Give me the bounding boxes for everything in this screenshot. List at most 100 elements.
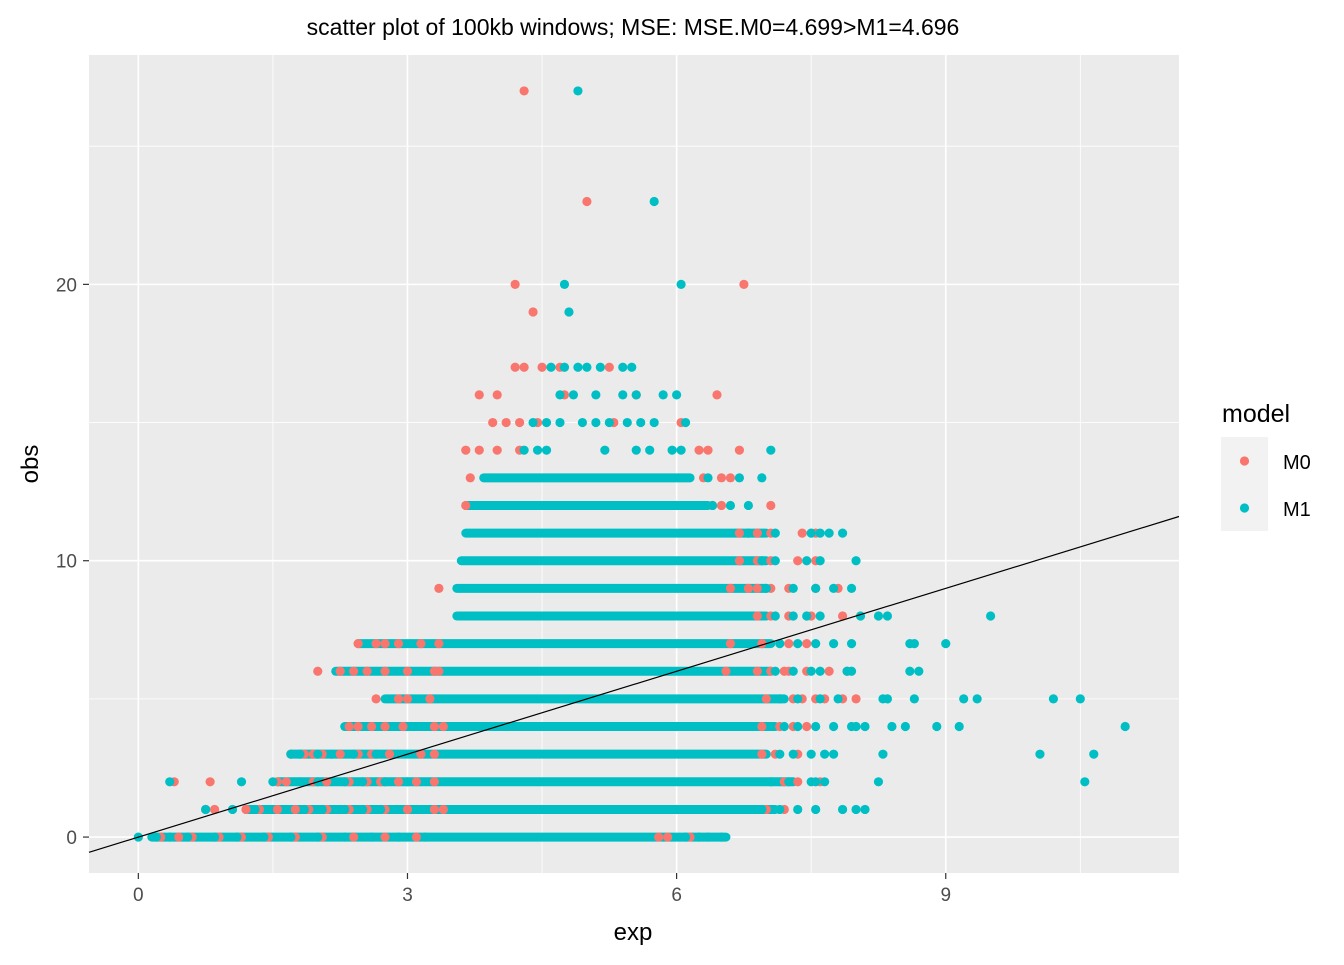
legend-key-m1: [1239, 503, 1250, 513]
data-point-m1: [793, 639, 803, 649]
data-point-m1: [649, 417, 659, 428]
data-point-m0: [313, 666, 323, 676]
data-point-m1: [716, 832, 727, 842]
data-point-m1: [757, 804, 767, 815]
data-point-m0: [761, 694, 771, 704]
data-point-m0: [739, 279, 749, 289]
data-point-m1: [618, 390, 628, 400]
x-axis: 0 3 6 9: [133, 873, 951, 906]
data-point-m0: [604, 362, 614, 372]
data-point-m0: [380, 832, 390, 842]
data-point-m0: [416, 639, 426, 649]
data-point-m0: [492, 390, 502, 400]
data-point-m0: [366, 721, 377, 732]
data-point-m0: [515, 417, 525, 428]
data-point-m1: [806, 666, 816, 676]
data-point-m1: [577, 417, 588, 428]
data-point-m0: [766, 500, 776, 511]
data-point-m0: [797, 528, 807, 538]
data-point-m1: [680, 832, 691, 842]
data-point-m1: [846, 666, 857, 676]
data-point-m1: [815, 694, 825, 704]
data-point-m1: [851, 804, 861, 815]
data-point-m1: [541, 445, 552, 455]
series-m1: [133, 86, 1130, 842]
data-point-m1: [851, 556, 861, 566]
data-point-m1: [815, 666, 825, 676]
data-point-m1: [770, 666, 780, 676]
data-point-m1: [743, 500, 753, 511]
data-point-m0: [537, 362, 547, 372]
data-point-m1: [326, 749, 336, 759]
data-point-m1: [151, 832, 161, 842]
data-point-m1: [380, 777, 390, 787]
data-point-m1: [793, 804, 803, 815]
data-point-m1: [986, 611, 996, 621]
data-point-m1: [837, 528, 848, 538]
data-point-m0: [734, 528, 745, 538]
data-point-m0: [837, 611, 848, 621]
data-point-m0: [519, 362, 529, 372]
data-point-m1: [340, 804, 350, 815]
data-point-m1: [802, 556, 812, 566]
y-axis: 0 10 20: [56, 275, 89, 849]
data-point-m1: [600, 445, 610, 455]
data-point-m0: [380, 666, 390, 676]
y-tick-label: 10: [56, 552, 77, 573]
data-point-m1: [559, 279, 570, 289]
data-point-m1: [793, 721, 803, 732]
data-point-m1: [860, 804, 870, 815]
data-point-m1: [672, 390, 682, 400]
data-point-m1: [882, 611, 893, 621]
data-point-m0: [371, 639, 381, 649]
data-point-m1: [676, 279, 686, 289]
data-point-m1: [1035, 749, 1045, 759]
data-point-m0: [716, 473, 727, 483]
data-point-m1: [811, 804, 821, 815]
legend-title: model: [1222, 400, 1290, 428]
data-point-m0: [582, 196, 592, 207]
data-point-m0: [353, 721, 363, 732]
data-point-m1: [941, 639, 951, 649]
data-point-m1: [259, 832, 269, 842]
data-point-m1: [1048, 694, 1059, 704]
data-point-m0: [402, 804, 413, 815]
data-point-m1: [837, 804, 848, 815]
data-point-m0: [461, 500, 471, 511]
data-point-m1: [833, 694, 843, 704]
data-point-m1: [555, 390, 565, 400]
data-point-m1: [595, 362, 605, 372]
data-points: [133, 86, 1130, 842]
data-point-m0: [380, 721, 390, 732]
y-tick-label: 20: [56, 275, 77, 296]
data-point-m1: [829, 583, 839, 593]
data-point-m0: [353, 639, 363, 649]
data-point-m1: [815, 528, 825, 538]
data-point-m0: [734, 556, 745, 566]
data-point-m1: [358, 777, 368, 787]
data-point-m1: [366, 832, 377, 842]
data-point-m1: [649, 196, 659, 207]
data-point-m1: [846, 639, 857, 649]
data-point-m0: [712, 390, 722, 400]
data-point-m1: [873, 611, 884, 621]
data-point-m0: [654, 832, 664, 842]
data-point-m1: [788, 666, 798, 676]
data-point-m0: [349, 666, 359, 676]
data-point-m1: [573, 362, 583, 372]
data-point-m0: [434, 666, 444, 676]
data-point-m1: [411, 804, 422, 815]
data-point-m1: [873, 777, 884, 787]
data-point-m0: [290, 804, 300, 815]
data-point-m0: [209, 804, 220, 815]
data-point-m1: [806, 528, 816, 538]
data-point-m0: [743, 583, 753, 593]
data-point-m1: [658, 390, 668, 400]
identity-line: [88, 515, 1180, 853]
data-point-m1: [680, 417, 691, 428]
legend-label-m1: M1: [1283, 499, 1311, 521]
data-point-m1: [882, 694, 893, 704]
data-point-m0: [501, 417, 511, 428]
data-point-m1: [766, 445, 776, 455]
minor-gridlines: [89, 55, 1179, 873]
